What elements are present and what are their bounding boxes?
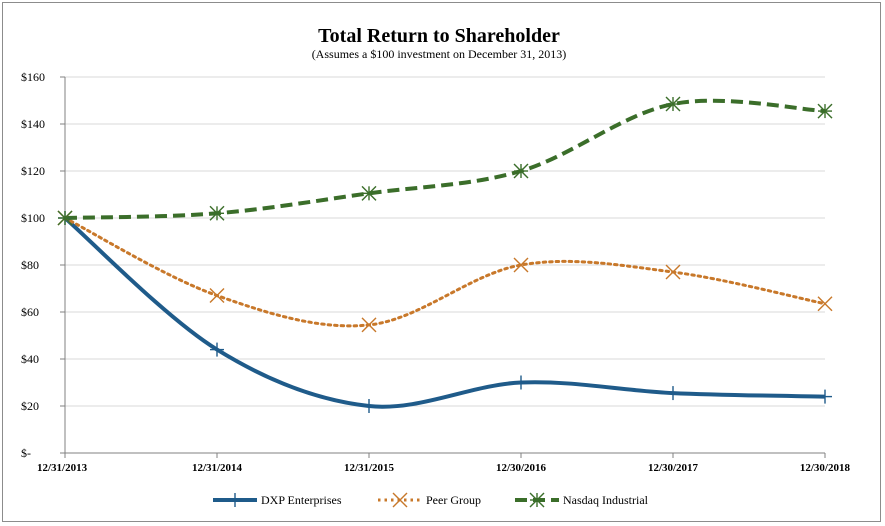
- marker-stroke: [817, 296, 833, 312]
- y-tick-label: $-: [21, 446, 31, 460]
- legend: DXP Enterprises Peer Group Nasdaq Industri…: [213, 492, 649, 508]
- data-point-dxp-enterprises-4: [666, 386, 680, 401]
- marker-stroke: [665, 96, 681, 112]
- legend-item-peer-group: Peer Group: [378, 492, 481, 508]
- marker-stroke: [529, 492, 545, 508]
- data-point-dxp-enterprises-1: [210, 342, 224, 357]
- data-point-nasdaq-industrial-0: [57, 210, 73, 226]
- data-point-peer-group-5: [817, 296, 833, 312]
- marker-stroke: [665, 264, 681, 280]
- marker-stroke: [209, 288, 225, 304]
- x-tick-label: 12/30/2017: [648, 462, 699, 474]
- y-tick-label: $80: [21, 258, 39, 272]
- marker-stroke: [209, 205, 225, 221]
- data-point-peer-group-1: [209, 288, 225, 304]
- marker-stroke: [361, 185, 377, 201]
- data-point-peer-group-3: [513, 257, 529, 273]
- y-tick-label: $120: [21, 164, 45, 178]
- x-tick-label: 12/30/2016: [496, 462, 547, 474]
- x-tick-label: 12/30/2018: [800, 462, 851, 474]
- series-lines: [63, 98, 827, 409]
- axes: $- $20 $40 $60 $80 $100 $120 $140 $160 12/31/2013…: [21, 70, 850, 474]
- y-tick-label: $20: [21, 399, 39, 413]
- data-point-dxp-enterprises-2: [362, 399, 376, 413]
- series-line-dxp-enterprises: [63, 216, 826, 409]
- series-line-peer-group: [63, 216, 827, 328]
- x-tick-label: 12/31/2013: [37, 462, 88, 474]
- data-point-peer-group-2: [361, 317, 377, 333]
- data-point-dxp-enterprises-5: [818, 389, 832, 404]
- data-point-nasdaq-industrial-3: [513, 163, 529, 179]
- x-tick-label: 12/31/2015: [344, 462, 395, 474]
- marker-stroke: [57, 210, 73, 226]
- marker-stroke: [513, 257, 529, 273]
- legend-swatch-marker: [228, 493, 242, 507]
- chart-canvas: Total Return to Shareholder (Assumes a $…: [21, 25, 850, 508]
- y-tick-label: $40: [21, 352, 39, 366]
- marker-stroke: [513, 163, 529, 179]
- y-tick-label: $100: [21, 211, 45, 225]
- data-point-nasdaq-industrial-5: [817, 103, 833, 119]
- series-line-nasdaq-industrial: [64, 98, 826, 220]
- x-tick-label: 12/31/2014: [192, 462, 243, 474]
- legend-label: DXP Enterprises: [261, 493, 342, 507]
- chart-title: Total Return to Shareholder: [318, 25, 560, 47]
- y-tick-label: $60: [21, 305, 39, 319]
- data-point-nasdaq-industrial-2: [361, 185, 377, 201]
- marker-stroke: [392, 492, 408, 508]
- marker-stroke: [361, 317, 377, 333]
- legend-swatch-marker: [392, 492, 408, 508]
- data-point-peer-group-4: [665, 264, 681, 280]
- series-markers: [57, 96, 833, 413]
- data-point-dxp-enterprises-3: [514, 375, 528, 390]
- marker-stroke: [817, 103, 833, 119]
- legend-swatch-marker: [529, 492, 545, 508]
- gridlines: [65, 76, 825, 407]
- legend-label: Nasdaq Industrial: [563, 493, 649, 507]
- chart-subtitle: (Assumes a $100 investment on December 3…: [312, 47, 567, 61]
- y-tick-label: $160: [21, 70, 45, 84]
- data-point-nasdaq-industrial-4: [665, 96, 681, 112]
- legend-item-nasdaq-industrial: Nasdaq Industrial: [515, 492, 649, 508]
- data-point-nasdaq-industrial-1: [209, 205, 225, 221]
- y-tick-label: $140: [21, 117, 45, 131]
- legend-label: Peer Group: [426, 493, 481, 507]
- legend-item-dxp-enterprises: DXP Enterprises: [213, 493, 342, 507]
